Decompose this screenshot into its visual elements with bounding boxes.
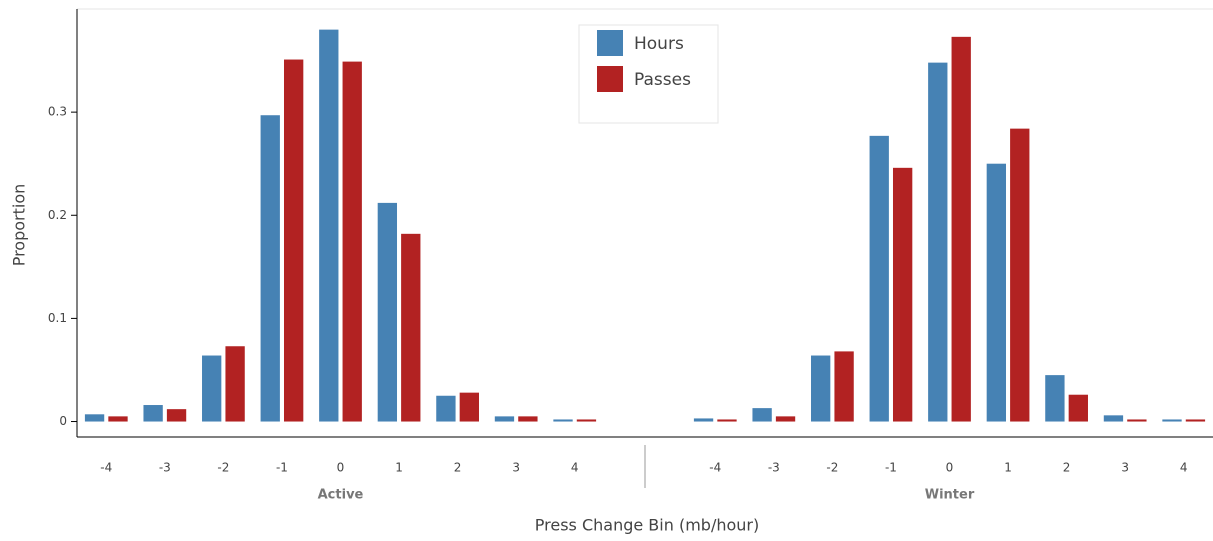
bar	[108, 416, 128, 422]
bar	[1127, 419, 1147, 422]
legend-label: Passes	[634, 70, 691, 90]
legend-swatch	[597, 66, 623, 92]
x-tick-label: 1	[395, 461, 403, 475]
bar	[986, 163, 1007, 422]
bar	[319, 29, 339, 422]
x-tick-label: -4	[709, 461, 721, 475]
bar	[693, 418, 714, 422]
bar	[928, 62, 948, 422]
bar	[202, 355, 222, 422]
bar	[518, 416, 538, 422]
bar	[260, 115, 280, 422]
bar	[84, 414, 105, 422]
bar	[869, 135, 889, 422]
x-tick-label: 3	[512, 461, 520, 475]
bar	[717, 419, 737, 422]
y-axis-label: Proportion	[10, 184, 29, 267]
bar	[401, 233, 421, 422]
x-tick-label: 0	[946, 461, 954, 475]
bar	[1162, 419, 1182, 422]
x-tick-label: 4	[1180, 461, 1188, 475]
x-tick-label: 0	[337, 461, 345, 475]
bar	[225, 346, 245, 422]
bar	[436, 395, 456, 422]
bar	[459, 392, 479, 422]
bar	[1045, 375, 1065, 422]
bar	[576, 419, 597, 422]
bar	[1010, 128, 1030, 422]
bar	[377, 202, 398, 422]
bar	[811, 355, 831, 422]
x-tick-label: -1	[276, 461, 288, 475]
y-tick-label: 0.1	[48, 311, 67, 325]
legend-label: Hours	[634, 34, 684, 54]
x-tick-label: -4	[100, 461, 112, 475]
x-tick-label: 2	[454, 461, 462, 475]
bar	[494, 416, 515, 422]
group-label: Winter	[925, 488, 975, 503]
x-tick-label: -1	[885, 461, 897, 475]
bar	[342, 61, 362, 422]
bar	[553, 419, 573, 422]
bar	[775, 416, 796, 422]
bar	[143, 405, 163, 422]
bar	[1068, 394, 1088, 422]
x-tick-label: 1	[1004, 461, 1012, 475]
legend-swatch	[597, 30, 623, 56]
y-tick-label: 0.3	[48, 105, 67, 119]
bar	[892, 167, 913, 422]
y-tick-label: 0.2	[48, 208, 67, 222]
bar	[283, 59, 304, 422]
bar	[951, 36, 971, 422]
x-tick-label: 3	[1121, 461, 1129, 475]
x-tick-label: -2	[826, 461, 838, 475]
y-tick-label: 0	[59, 414, 67, 428]
group-label: Active	[318, 488, 364, 503]
x-tick-label: -3	[768, 461, 780, 475]
bar	[1103, 415, 1124, 422]
bar	[166, 409, 187, 422]
x-tick-label: -3	[159, 461, 171, 475]
bar	[1185, 419, 1206, 422]
bar	[834, 351, 854, 422]
x-tick-label: -2	[217, 461, 229, 475]
x-axis-label: Press Change Bin (mb/hour)	[535, 516, 759, 535]
bar	[752, 408, 772, 422]
x-tick-label: 2	[1063, 461, 1071, 475]
x-tick-label: 4	[571, 461, 579, 475]
